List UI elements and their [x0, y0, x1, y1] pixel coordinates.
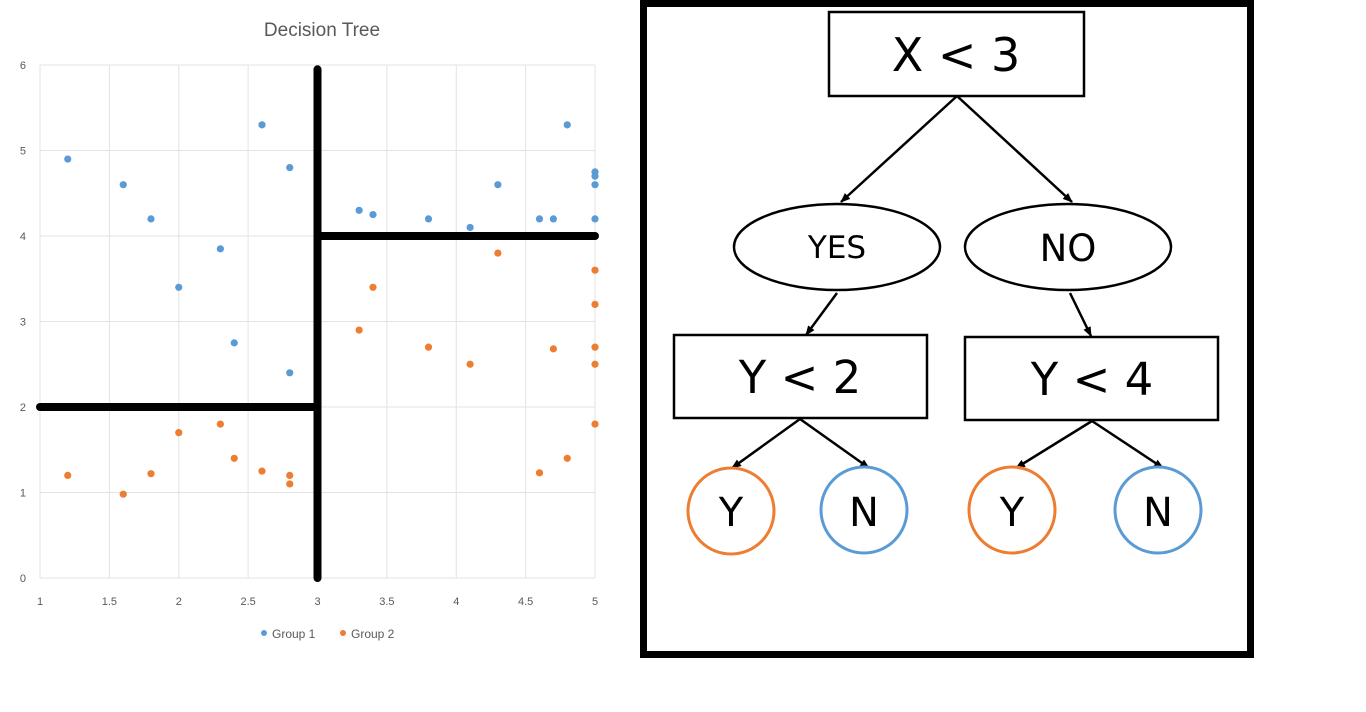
data-point-group-2	[494, 249, 502, 257]
data-point-group-1	[119, 181, 127, 189]
y-tick-label: 1	[20, 488, 26, 500]
data-point-group-2	[286, 471, 294, 479]
data-point-group-1	[216, 245, 224, 253]
data-point-group-2	[230, 454, 238, 462]
data-point-group-2	[147, 470, 155, 478]
data-point-group-1	[286, 369, 294, 377]
data-point-group-1	[535, 215, 544, 223]
tree-edges	[731, 95, 1164, 470]
data-point-group-2	[563, 454, 571, 462]
yes-node: YES	[732, 202, 942, 292]
leaf-node-2-label: N	[849, 490, 879, 536]
data-point-group-1	[258, 121, 266, 129]
y-tick-label: 4	[20, 231, 26, 243]
data-point-group-2	[591, 300, 599, 308]
yes-node-label: YES	[807, 230, 866, 266]
x-tick-label: 1.5	[102, 596, 117, 608]
y-tick-label: 0	[20, 573, 26, 585]
data-point-group-2	[466, 360, 474, 368]
data-point-group-2	[119, 490, 127, 498]
y-tick-label: 5	[20, 146, 26, 158]
data-point-group-2	[591, 360, 599, 368]
data-point-group-1	[563, 121, 571, 129]
edge-root-no	[956, 95, 1073, 203]
leaf-node-1: Y	[686, 466, 776, 556]
data-point-group-1	[147, 215, 155, 223]
root-node-label: X < 3	[892, 28, 1021, 82]
legend: Group 1 Group 2	[261, 627, 395, 641]
edge-yes-left	[804, 292, 839, 336]
decision-tree: X < 3 YES NO Y < 2 Y < 4 Y N	[672, 10, 1220, 556]
chart-title: Decision Tree	[264, 20, 380, 41]
data-point-group-1	[424, 215, 433, 223]
data-point-group-2	[64, 471, 72, 479]
data-points	[64, 121, 599, 498]
data-point-group-2	[591, 420, 599, 428]
data-point-group-2	[355, 326, 363, 334]
no-node-label: NO	[1040, 227, 1097, 270]
x-tick-label: 3	[314, 596, 320, 608]
x-tick-label: 1	[37, 596, 43, 608]
edge-no-right	[1068, 292, 1093, 337]
data-point-group-1	[286, 164, 294, 172]
data-point-group-1	[64, 155, 72, 163]
data-point-group-2	[424, 343, 433, 351]
y-tick-label: 2	[20, 402, 26, 414]
decision-tree-diagram: X < 3 YES NO Y < 2 Y < 4 Y N	[640, 0, 1254, 658]
data-point-group-1	[175, 283, 183, 291]
data-point-group-2	[286, 480, 294, 488]
data-point-group-2	[175, 429, 183, 437]
edge-left-leaf-y	[731, 417, 801, 470]
data-point-group-1	[230, 339, 238, 347]
leaf-node-4: N	[1113, 465, 1203, 555]
data-point-group-1	[369, 211, 377, 219]
data-point-group-1	[591, 215, 599, 223]
right-split-node: Y < 4	[963, 335, 1220, 422]
x-tick-label: 4.5	[518, 596, 533, 608]
y-tick-label: 3	[20, 317, 26, 329]
leaf-node-1-label: Y	[718, 490, 744, 536]
root-node: X < 3	[827, 10, 1086, 98]
x-tick-label: 2	[176, 596, 182, 608]
right-split-node-label: Y < 4	[1030, 353, 1153, 406]
data-point-group-2	[591, 343, 599, 351]
x-tick-label: 2.5	[240, 596, 255, 608]
x-tick-label: 5	[592, 596, 598, 608]
data-point-group-1	[591, 172, 599, 180]
leaf-node-3: Y	[967, 465, 1057, 555]
leaf-node-2: N	[819, 465, 909, 555]
data-point-group-1	[494, 181, 502, 189]
legend-label-group-2: Group 2	[351, 627, 395, 641]
y-tick-label: 6	[20, 60, 26, 72]
legend-label-group-1: Group 1	[272, 627, 316, 641]
data-point-group-2	[549, 345, 557, 353]
leaf-node-3-label: Y	[999, 490, 1025, 536]
edge-left-leaf-n	[799, 417, 870, 470]
data-point-group-2	[591, 266, 599, 274]
scatter-chart-panel: Decision Tree 1 1.5 2 2.5 3 3.5 4 4.5 5 0 1 2 3 4 5 6 G…	[6, 0, 611, 660]
data-point-group-2	[369, 283, 377, 291]
data-point-group-1	[466, 223, 474, 232]
x-tick-label: 4	[453, 596, 459, 608]
edge-root-yes	[840, 95, 958, 203]
left-split-node: Y < 2	[672, 333, 929, 420]
split-lines	[36, 65, 599, 582]
edge-right-leaf-n	[1091, 419, 1164, 470]
data-point-group-1	[549, 215, 557, 223]
data-point-group-1	[355, 206, 363, 214]
x-tick-label: 3.5	[379, 596, 394, 608]
legend-marker-group-1	[261, 630, 267, 636]
no-node: NO	[963, 202, 1173, 292]
leaf-node-4-label: N	[1143, 490, 1173, 536]
edge-right-leaf-y	[1015, 419, 1093, 470]
data-point-group-2	[258, 467, 266, 475]
legend-marker-group-2	[340, 630, 346, 636]
data-point-group-2	[216, 420, 224, 428]
data-point-group-2	[535, 469, 544, 477]
left-split-node-label: Y < 2	[738, 351, 861, 404]
data-point-group-1	[591, 181, 599, 189]
